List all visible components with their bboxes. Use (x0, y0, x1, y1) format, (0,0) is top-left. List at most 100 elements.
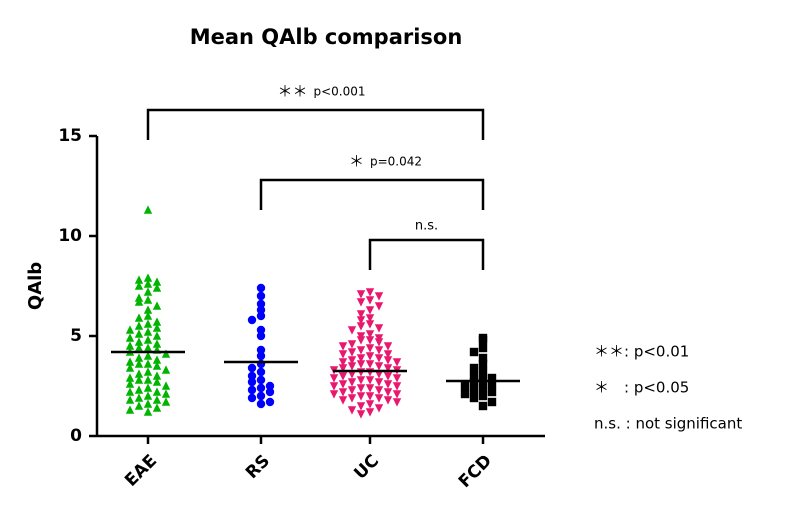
dot (356, 310, 366, 319)
dot (374, 362, 384, 371)
dot (347, 386, 357, 395)
dot (383, 342, 393, 351)
dot (256, 299, 266, 309)
dot (143, 407, 153, 416)
dot (143, 335, 153, 344)
dot (469, 363, 479, 373)
dot (152, 395, 162, 404)
dot (143, 311, 153, 320)
dot (134, 369, 144, 378)
dot (247, 363, 257, 373)
dot (134, 275, 144, 284)
dot (338, 396, 348, 405)
dot (365, 336, 375, 345)
dot (152, 355, 162, 364)
dot (392, 358, 402, 367)
dot (134, 401, 144, 410)
dot (152, 377, 162, 386)
dot (460, 389, 470, 399)
dot (356, 346, 366, 355)
dot (383, 356, 393, 365)
dot (374, 394, 384, 403)
dot (247, 393, 257, 403)
dot (383, 372, 393, 381)
dot (487, 397, 497, 407)
dot (338, 358, 348, 367)
bracket-p: p<0.001 (314, 85, 366, 99)
dot (374, 370, 384, 379)
dot (356, 322, 366, 331)
dot (134, 359, 144, 368)
dot (143, 375, 153, 384)
dot (265, 381, 275, 391)
dot (143, 205, 153, 214)
bracket-p: p=0.042 (370, 155, 422, 169)
dot (125, 341, 135, 350)
dot (338, 380, 348, 389)
dot (338, 372, 348, 381)
dot (329, 390, 339, 399)
dot (256, 399, 266, 409)
dot (347, 348, 357, 357)
dot (374, 324, 384, 333)
dot (338, 350, 348, 359)
dot (143, 383, 153, 392)
dot (478, 343, 488, 353)
dot (143, 327, 153, 336)
dot (347, 340, 357, 349)
dot (356, 298, 366, 307)
dot (143, 295, 153, 304)
dot (347, 378, 357, 387)
dot (152, 277, 162, 286)
dot (125, 333, 135, 342)
dot (134, 343, 144, 352)
note: ＊＊: p<0.01 (594, 343, 689, 361)
dot (247, 385, 257, 395)
dot (152, 403, 162, 412)
dot (152, 331, 162, 340)
dot (329, 374, 339, 383)
dot (356, 384, 366, 393)
dot (392, 398, 402, 407)
dot (487, 387, 497, 397)
dot (356, 376, 366, 385)
dot (152, 301, 162, 310)
bracket-stars: ＊＊ (277, 83, 307, 101)
dot (143, 287, 153, 296)
bracket-label: n.s. (415, 219, 438, 234)
dot (134, 393, 144, 402)
dot (152, 283, 162, 292)
bracket (146, 108, 485, 140)
dot (152, 339, 162, 348)
dot (383, 396, 393, 405)
dot (338, 364, 348, 373)
dot (152, 361, 162, 370)
dot (256, 325, 266, 335)
x-tick-label: RS (242, 451, 274, 483)
dot (374, 404, 384, 413)
dot (125, 325, 135, 334)
dot (134, 321, 144, 330)
dot (347, 370, 357, 379)
dot (143, 343, 153, 352)
dot (161, 365, 171, 374)
dot (256, 345, 266, 355)
dot (134, 353, 144, 362)
x-tick-label: UC (350, 451, 383, 484)
dot (256, 367, 266, 377)
dot (383, 350, 393, 359)
dot (143, 391, 153, 400)
dot (125, 379, 135, 388)
dot (383, 388, 393, 397)
dot (143, 359, 153, 368)
dot (478, 367, 488, 377)
dot (143, 351, 153, 360)
dot (374, 292, 384, 301)
bracket-stars: ＊ (349, 153, 364, 171)
dot (152, 387, 162, 396)
dot (469, 371, 479, 381)
dot (143, 367, 153, 376)
dot (356, 392, 366, 401)
dot (125, 387, 135, 396)
